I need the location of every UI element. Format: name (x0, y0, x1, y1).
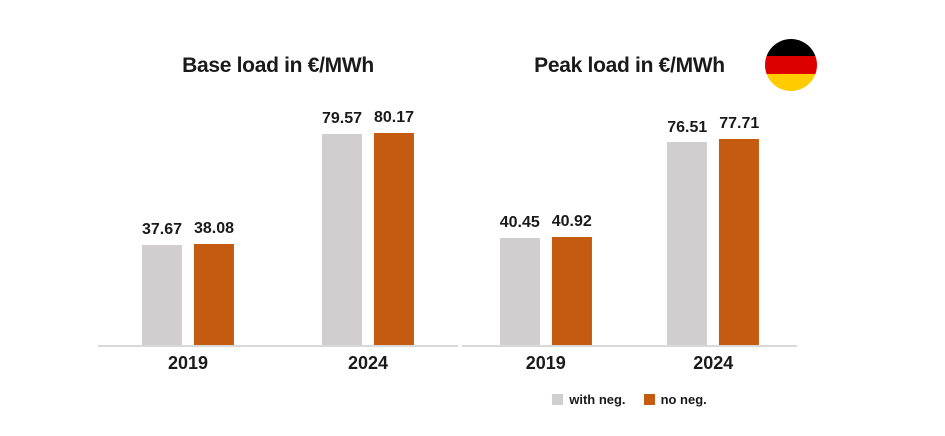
chart-title-base-load: Base load in €/MWh (182, 54, 374, 77)
bar-column-with-neg-2019: 40.45 (499, 214, 540, 345)
bar-column-no-neg-2024: 80.17 (374, 108, 415, 345)
bar-column-no-neg-2019: 38.08 (194, 221, 234, 345)
x-axis-labels-peak-load: 2019 2024 (462, 353, 797, 375)
legend-item-no-neg: no neg. (643, 392, 707, 407)
bar-rect-with-neg-2019 (141, 245, 182, 345)
x-axis-label-2024: 2024 (693, 353, 734, 373)
bar-group-2024: 79.57 80.17 (322, 108, 415, 345)
bar-rect-no-neg-2024 (374, 132, 415, 345)
data-label-no-neg-2019: 38.08 (194, 220, 235, 238)
bar-group-2019: 37.67 38.08 (142, 221, 234, 345)
bar-column-no-neg-2024: 77.71 (719, 116, 759, 345)
legend-label-no-neg: no neg. (660, 392, 707, 407)
germany-flag-icon (765, 39, 817, 91)
plot-area-peak-load: 40.45 40.92 76.51 77.71 (462, 100, 797, 345)
chart-legend: with neg. no neg. (462, 392, 797, 407)
x-axis-label-2024: 2024 (347, 353, 389, 373)
bar-column-with-neg-2024: 79.57 (322, 111, 362, 345)
data-label-with-neg-2019: 37.67 (141, 221, 182, 239)
bar-group-2024: 76.51 77.71 (667, 116, 759, 345)
x-axis-line-peak-load (462, 345, 797, 347)
bar-column-with-neg-2019: 37.67 (142, 222, 182, 345)
bar-group-2019: 40.45 40.92 (499, 212, 592, 345)
plot-area-base-load: 37.67 38.08 79.57 80.17 (98, 100, 458, 345)
bar-rect-no-neg-2024 (719, 139, 760, 345)
x-axis-label-2019: 2019 (525, 353, 566, 373)
data-label-no-neg-2024: 77.71 (719, 115, 760, 133)
chart-peak-load: Peak load in €/MWh 40.45 40.92 76.51 77.71 … (462, 0, 797, 436)
legend-item-with-neg: with neg. (552, 392, 626, 407)
flag-stripe-black (765, 39, 817, 57)
bar-rect-with-neg-2019 (499, 237, 540, 345)
legend-swatch-no-neg (643, 394, 655, 405)
x-axis-label-2019: 2019 (167, 353, 209, 373)
x-axis-labels-base-load: 2019 2024 (98, 353, 458, 375)
legend-swatch-with-neg (552, 394, 564, 405)
x-axis-line-base-load (98, 345, 458, 347)
data-label-with-neg-2024: 76.51 (667, 118, 708, 136)
legend-label-with-neg: with neg. (569, 392, 626, 407)
data-label-with-neg-2019: 40.45 (499, 214, 540, 232)
bar-rect-no-neg-2019 (194, 244, 235, 345)
chart-base-load: Base load in €/MWh 37.67 38.08 79.57 80.17 … (98, 0, 458, 436)
bar-column-no-neg-2019: 40.92 (551, 212, 592, 345)
flag-stripe-red (765, 56, 817, 74)
bar-rect-with-neg-2024 (667, 142, 708, 345)
chart-title-peak-load: Peak load in €/MWh (534, 54, 725, 77)
flag-stripe-gold (765, 73, 817, 91)
bar-rect-no-neg-2019 (551, 236, 592, 345)
data-label-no-neg-2024: 80.17 (374, 108, 415, 126)
bar-column-with-neg-2024: 76.51 (667, 118, 708, 345)
data-label-with-neg-2024: 79.57 (321, 110, 362, 128)
data-label-no-neg-2019: 40.92 (551, 212, 592, 230)
bar-rect-with-neg-2024 (321, 134, 362, 345)
